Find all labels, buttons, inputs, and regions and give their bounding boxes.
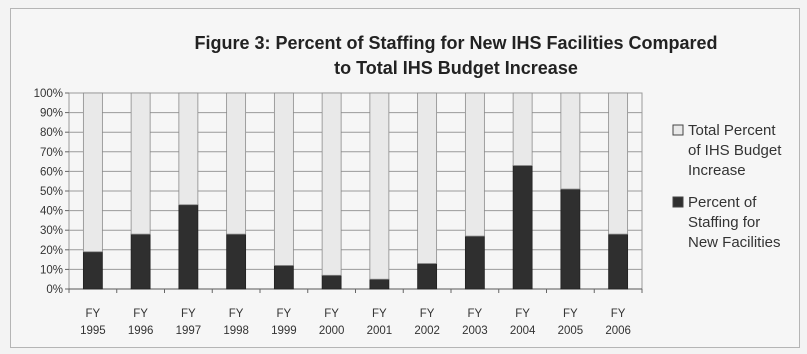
bar-staffing-2006 <box>608 233 629 290</box>
chart-frame: Figure 3: Percent of Staffing for New IH… <box>10 8 800 348</box>
x-tick-label: 1999 <box>271 325 297 337</box>
y-tick-label: 10% <box>40 264 63 276</box>
x-tick-label: FY <box>372 308 387 320</box>
x-tick-label: FY <box>229 308 244 320</box>
bar-staffing-1999 <box>273 265 294 290</box>
legend-label-total: of IHS Budget <box>688 142 782 159</box>
bar-staffing-2003 <box>464 235 485 290</box>
chart: Figure 3: Percent of Staffing for New IH… <box>34 33 783 337</box>
bar-total-1996 <box>130 92 151 235</box>
bar-staffing-1995 <box>82 251 103 290</box>
x-tick-label: 1998 <box>223 325 249 337</box>
y-tick-label: 40% <box>40 206 63 218</box>
legend-swatch-total <box>672 124 684 136</box>
x-tick-label: 2004 <box>510 325 536 337</box>
chart-title-line-1: Figure 3: Percent of Staffing for New IH… <box>194 33 717 53</box>
x-tick-label: 2001 <box>367 325 393 337</box>
bar-staffing-1997 <box>178 204 199 290</box>
legend-label-total: Total Percent <box>688 122 776 139</box>
x-tick-label: 1996 <box>128 325 154 337</box>
x-tick-label: 2005 <box>558 325 584 337</box>
y-tick-label: 50% <box>40 186 63 198</box>
x-tick-label: 2003 <box>462 325 488 337</box>
y-tick-label: 70% <box>40 147 63 159</box>
y-tick-label: 20% <box>40 245 63 257</box>
y-tick-label: 60% <box>40 166 63 178</box>
x-tick-label: 2002 <box>414 325 440 337</box>
bar-total-2003 <box>464 92 485 237</box>
legend-swatch-staffing <box>672 196 684 208</box>
bar-staffing-2004 <box>512 165 533 290</box>
bar-total-2001 <box>369 92 390 280</box>
x-tick-label: 1997 <box>176 325 202 337</box>
chart-title-line-2: to Total IHS Budget Increase <box>334 58 578 78</box>
y-tick-label: 0% <box>46 284 63 296</box>
bar-total-1997 <box>178 92 199 206</box>
x-tick-label: 1995 <box>80 325 106 337</box>
x-tick-label: FY <box>611 308 626 320</box>
x-tick-label: FY <box>133 308 148 320</box>
y-tick-label: 100% <box>34 88 63 100</box>
bar-total-2000 <box>321 92 342 276</box>
x-tick-label: FY <box>563 308 578 320</box>
x-tick-label: FY <box>420 308 435 320</box>
x-tick-label: FY <box>181 308 196 320</box>
bar-total-1998 <box>226 92 247 235</box>
x-tick-label: 2000 <box>319 325 345 337</box>
bar-total-1995 <box>82 92 103 253</box>
x-tick-label: FY <box>86 308 101 320</box>
legend-label-total: Increase <box>688 162 746 179</box>
legend-label-staffing: New Facilities <box>688 234 781 251</box>
bar-total-2004 <box>512 92 533 166</box>
bar-staffing-2000 <box>321 274 342 290</box>
x-tick-label: FY <box>468 308 483 320</box>
bar-staffing-2001 <box>369 278 390 290</box>
legend-label-staffing: Percent of <box>688 194 757 211</box>
y-tick-label: 30% <box>40 225 63 237</box>
bar-total-2006 <box>608 92 629 235</box>
bar-total-1999 <box>273 92 294 266</box>
x-tick-label: FY <box>277 308 292 320</box>
legend-label-staffing: Staffing for <box>688 214 760 231</box>
x-tick-label: FY <box>324 308 339 320</box>
bar-staffing-2005 <box>560 188 581 290</box>
y-tick-label: 90% <box>40 108 63 120</box>
x-tick-label: 2006 <box>605 325 631 337</box>
x-tick-label: FY <box>515 308 530 320</box>
bar-staffing-1996 <box>130 233 151 290</box>
bar-staffing-2002 <box>417 263 438 290</box>
bar-total-2002 <box>417 92 438 264</box>
bar-staffing-1998 <box>226 233 247 290</box>
y-tick-label: 80% <box>40 127 63 139</box>
bar-total-2005 <box>560 92 581 190</box>
